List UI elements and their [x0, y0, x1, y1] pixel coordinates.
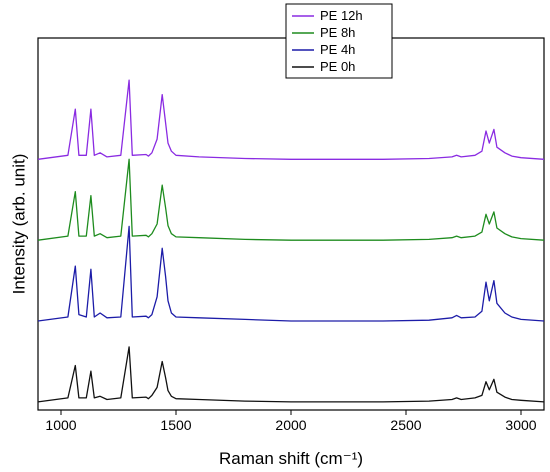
x-tick-label: 2000: [275, 417, 306, 433]
legend-label: PE 4h: [320, 42, 355, 57]
series-line-pe-0h: [37, 346, 545, 403]
series-group: [37, 79, 545, 403]
legend-label: PE 12h: [320, 8, 363, 23]
series-line-pe-8h: [37, 158, 545, 241]
x-tick-label: 1500: [160, 417, 191, 433]
legend-label: PE 8h: [320, 25, 355, 40]
plot-frame: [37, 37, 545, 411]
x-tick-label: 3000: [505, 417, 536, 433]
x-axis-label: Raman shift (cm⁻¹): [219, 449, 363, 468]
x-ticks: 1000 1500 2000 2500 3000: [45, 410, 537, 433]
x-tick-label: 1000: [45, 417, 76, 433]
series-line-pe-12h: [37, 79, 545, 160]
legend: PE 12h PE 8h PE 4h PE 0h: [285, 3, 393, 79]
y-axis-label: Intensity (arb. unit): [9, 154, 28, 295]
legend-label: PE 0h: [320, 59, 355, 74]
x-tick-label: 2500: [390, 417, 421, 433]
series-line-pe-4h: [37, 225, 545, 322]
